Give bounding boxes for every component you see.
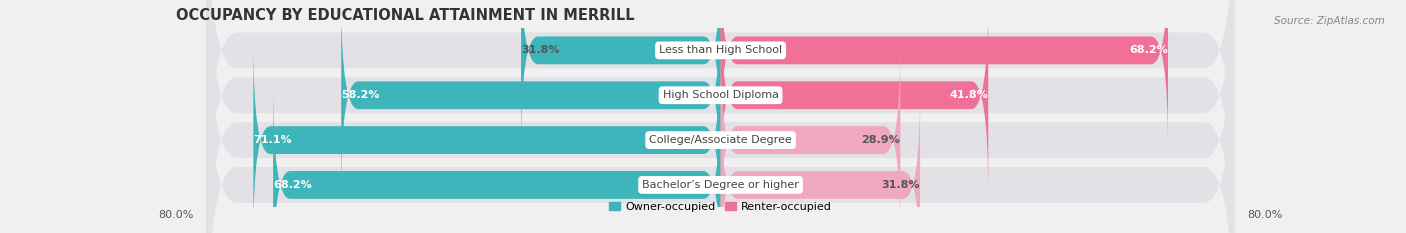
Text: College/Associate Degree: College/Associate Degree bbox=[650, 135, 792, 145]
Text: 58.2%: 58.2% bbox=[342, 90, 380, 100]
FancyBboxPatch shape bbox=[207, 1, 1234, 233]
Text: 41.8%: 41.8% bbox=[949, 90, 988, 100]
FancyBboxPatch shape bbox=[721, 0, 988, 193]
Text: Less than High School: Less than High School bbox=[659, 45, 782, 55]
Text: 31.8%: 31.8% bbox=[522, 45, 560, 55]
Text: 68.2%: 68.2% bbox=[273, 180, 312, 190]
Text: 68.2%: 68.2% bbox=[1129, 45, 1168, 55]
FancyBboxPatch shape bbox=[721, 0, 1168, 149]
Text: Source: ZipAtlas.com: Source: ZipAtlas.com bbox=[1274, 16, 1385, 26]
FancyBboxPatch shape bbox=[253, 42, 721, 233]
FancyBboxPatch shape bbox=[273, 87, 721, 233]
FancyBboxPatch shape bbox=[207, 0, 1234, 233]
Text: OCCUPANCY BY EDUCATIONAL ATTAINMENT IN MERRILL: OCCUPANCY BY EDUCATIONAL ATTAINMENT IN M… bbox=[176, 8, 634, 23]
FancyBboxPatch shape bbox=[207, 0, 1234, 233]
Legend: Owner-occupied, Renter-occupied: Owner-occupied, Renter-occupied bbox=[605, 197, 837, 216]
Text: High School Diploma: High School Diploma bbox=[662, 90, 779, 100]
FancyBboxPatch shape bbox=[721, 87, 920, 233]
Text: 28.9%: 28.9% bbox=[862, 135, 900, 145]
FancyBboxPatch shape bbox=[522, 0, 721, 149]
Text: 71.1%: 71.1% bbox=[253, 135, 292, 145]
FancyBboxPatch shape bbox=[207, 0, 1234, 233]
Text: 31.8%: 31.8% bbox=[882, 180, 920, 190]
FancyBboxPatch shape bbox=[721, 42, 900, 233]
Text: Bachelor’s Degree or higher: Bachelor’s Degree or higher bbox=[643, 180, 799, 190]
FancyBboxPatch shape bbox=[342, 0, 721, 193]
